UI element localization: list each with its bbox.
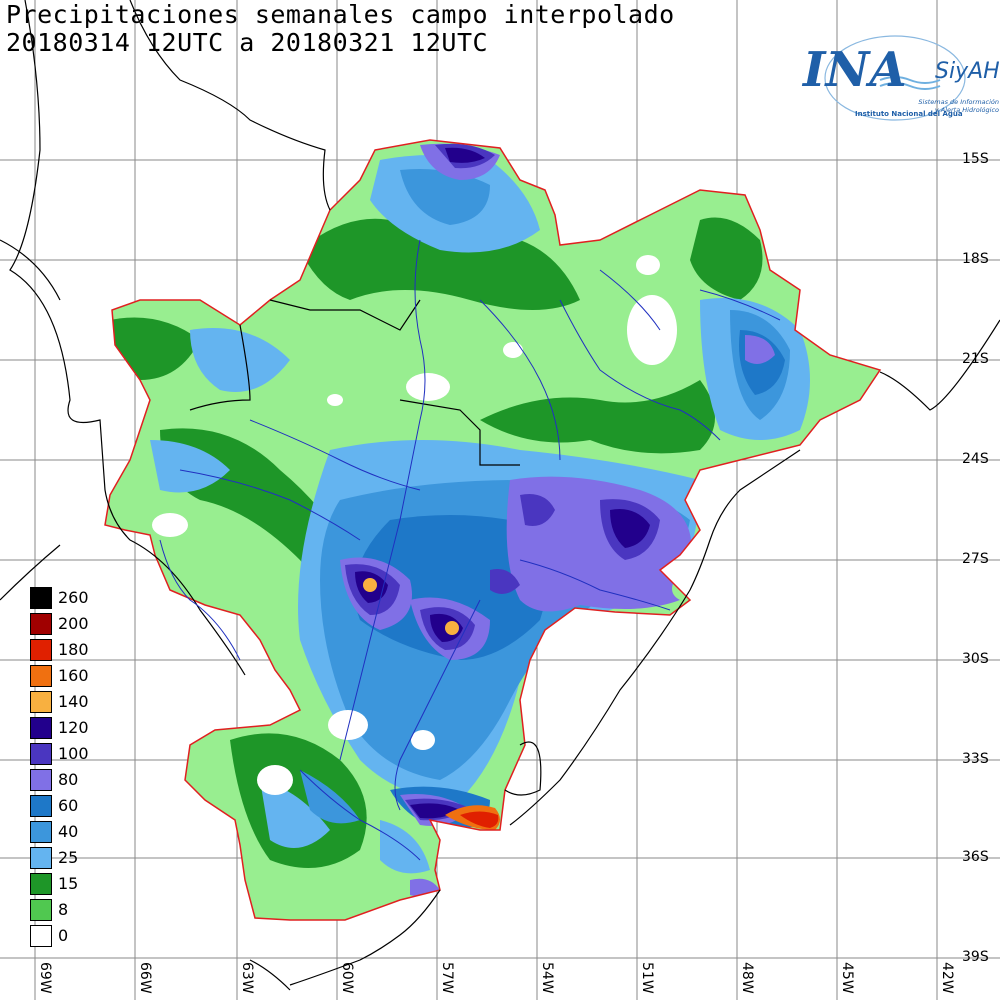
logo-ina-text: INA xyxy=(803,42,907,98)
legend-label: 80 xyxy=(58,770,79,789)
ina-siyah-logo: INA SiyAH Instituto Nacional del Agua Si… xyxy=(795,28,1000,138)
longitude-label: 69W xyxy=(37,962,53,994)
longitude-label: 48W xyxy=(739,962,755,994)
legend-label: 60 xyxy=(58,796,79,815)
longitude-label: 57W xyxy=(439,962,455,994)
latitude-label: 18S xyxy=(962,251,989,267)
longitude-label: 66W xyxy=(137,962,153,994)
legend-swatch xyxy=(30,691,52,713)
latitude-label: 30S xyxy=(962,651,989,667)
legend-swatch xyxy=(30,795,52,817)
legend-swatch xyxy=(30,717,52,739)
latitude-label: 39S xyxy=(962,949,989,965)
legend-label: 100 xyxy=(58,744,89,763)
legend-label: 40 xyxy=(58,822,79,841)
legend-label: 120 xyxy=(58,718,89,737)
rivers xyxy=(159,239,781,861)
latitude-label: 24S xyxy=(962,451,989,467)
latitude-label: 33S xyxy=(962,751,989,767)
logo-system-text: Sistemas de Información y Alerta Hidroló… xyxy=(918,98,999,114)
latitude-label: 27S xyxy=(962,551,989,567)
longitude-label: 51W xyxy=(639,962,655,994)
legend-label: 25 xyxy=(58,848,79,867)
legend-swatch xyxy=(30,925,52,947)
latitude-label: 21S xyxy=(962,351,989,367)
legend-swatch xyxy=(30,847,52,869)
map-title: Precipitaciones semanales campo interpol… xyxy=(6,0,675,29)
legend-swatch xyxy=(30,639,52,661)
legend-swatch xyxy=(30,665,52,687)
legend-label: 200 xyxy=(58,614,89,633)
legend-label: 8 xyxy=(58,900,69,919)
legend-swatch xyxy=(30,821,52,843)
legend-label: 140 xyxy=(58,692,89,711)
map-date-range: 20180314 12UTC a 20180321 12UTC xyxy=(6,28,489,57)
legend-swatch xyxy=(30,743,52,765)
legend-label: 160 xyxy=(58,666,89,685)
longitude-label: 63W xyxy=(239,962,255,994)
legend-label: 260 xyxy=(58,588,89,607)
legend-label: 15 xyxy=(58,874,79,893)
legend-swatch xyxy=(30,769,52,791)
longitude-label: 42W xyxy=(939,962,955,994)
legend-swatch xyxy=(30,587,52,609)
basin-outline xyxy=(104,139,882,921)
legend-swatch xyxy=(30,899,52,921)
logo-siyah-text: SiyAH xyxy=(935,59,1000,84)
legend-label: 180 xyxy=(58,640,89,659)
latitude-label: 36S xyxy=(962,849,989,865)
logo-institute-text: Instituto Nacional del Agua xyxy=(855,110,963,118)
longitude-label: 54W xyxy=(539,962,555,994)
legend-swatch xyxy=(30,613,52,635)
longitude-label: 60W xyxy=(339,962,355,994)
longitude-label: 45W xyxy=(839,962,855,994)
latitude-label: 15S xyxy=(962,151,989,167)
legend-label: 0 xyxy=(58,926,69,945)
legend-swatch xyxy=(30,873,52,895)
